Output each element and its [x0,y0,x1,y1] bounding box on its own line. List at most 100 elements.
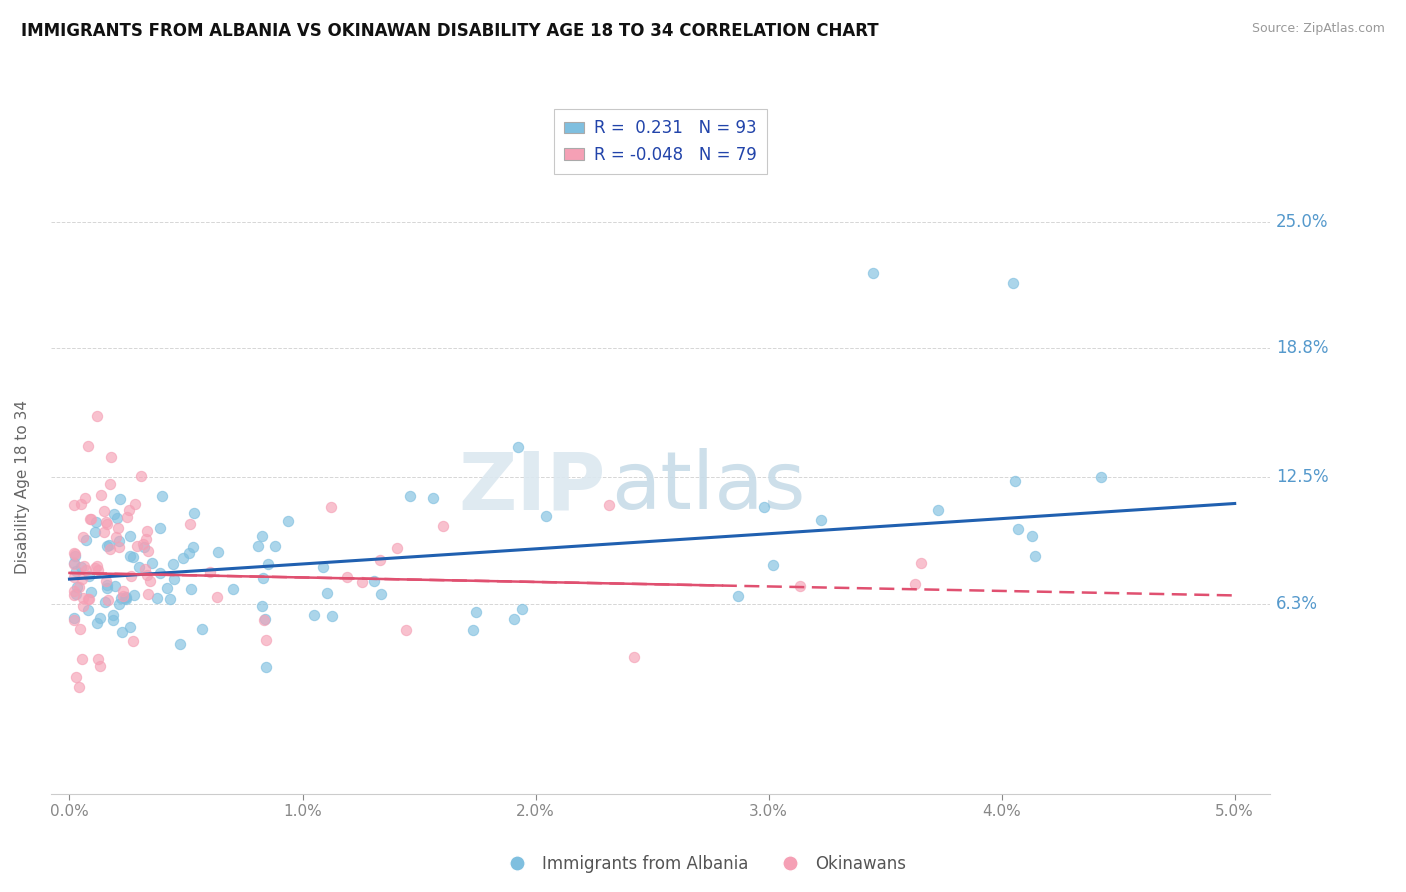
Point [762,558,785,573]
Point [368,553,391,567]
Point [335,570,357,584]
Point [100,450,122,464]
Point [598,498,620,512]
Point [128,559,150,574]
Point [1004,474,1026,488]
Point [63,546,86,560]
Point [257,557,280,571]
Point [72,591,94,606]
Y-axis label: Disability Age 18 to 34: Disability Age 18 to 34 [15,401,30,574]
Point [105,511,128,525]
Point [253,613,276,627]
Legend: R =  0.231   N = 93, R = -0.048   N = 79: R = 0.231 N = 93, R = -0.048 N = 79 [554,110,766,174]
Point [363,574,385,588]
Point [72,572,94,586]
Point [191,623,214,637]
Point [65,670,87,684]
Point [910,556,932,570]
Legend: Immigrants from Albania, Okinawans: Immigrants from Albania, Okinawans [494,848,912,880]
Point [904,576,927,591]
Point [66,580,89,594]
Point [789,579,811,593]
Point [183,506,205,520]
Point [77,603,100,617]
Point [96,517,118,532]
Point [302,608,325,623]
Point [1024,549,1046,564]
Point [536,509,558,524]
Point [180,582,202,596]
Point [76,592,98,607]
Point [810,513,832,527]
Point [86,559,108,574]
Point [107,597,129,611]
Point [87,563,110,577]
Point [136,543,159,558]
Point [118,503,141,517]
Point [89,659,111,673]
Point [107,534,129,549]
Point [205,590,228,604]
Point [399,489,422,503]
Point [135,532,157,546]
Point [146,591,169,605]
Point [254,612,277,626]
Point [250,599,273,613]
Point [461,623,484,637]
Point [93,504,115,518]
Point [98,542,121,557]
Point [135,524,157,538]
Point [1002,276,1025,290]
Point [112,590,135,604]
Point [172,551,194,566]
Point [69,622,91,636]
Point [1090,469,1112,483]
Point [1007,522,1029,536]
Point [502,612,524,626]
Point [63,611,86,625]
Point [75,491,97,505]
Text: Source: ZipAtlas.com: Source: ZipAtlas.com [1251,22,1385,36]
Point [80,585,103,599]
Text: ZIP: ZIP [458,448,606,526]
Point [103,508,125,522]
Point [312,559,335,574]
Point [254,632,277,647]
Point [395,623,418,637]
Point [75,563,97,577]
Point [83,561,105,575]
Point [156,581,179,595]
Point [1021,529,1043,543]
Point [247,540,270,554]
Point [86,615,108,630]
Point [432,519,454,533]
Point [125,539,148,553]
Point [862,266,884,280]
Point [73,558,96,573]
Point [86,409,108,423]
Point [87,652,110,666]
Point [162,558,184,572]
Text: 6.3%: 6.3% [1275,595,1317,613]
Point [63,549,86,563]
Point [124,588,146,602]
Point [96,577,118,591]
Point [103,608,125,623]
Point [120,620,142,634]
Point [315,585,337,599]
Point [79,512,101,526]
Point [77,439,100,453]
Point [131,469,153,483]
Point [67,680,90,694]
Point [70,497,93,511]
Point [321,500,343,514]
Point [94,595,117,609]
Point [252,571,274,585]
Point [110,591,132,605]
Point [169,637,191,651]
Point [506,440,529,454]
Point [464,606,486,620]
Point [139,574,162,589]
Point [63,557,86,571]
Point [120,569,142,583]
